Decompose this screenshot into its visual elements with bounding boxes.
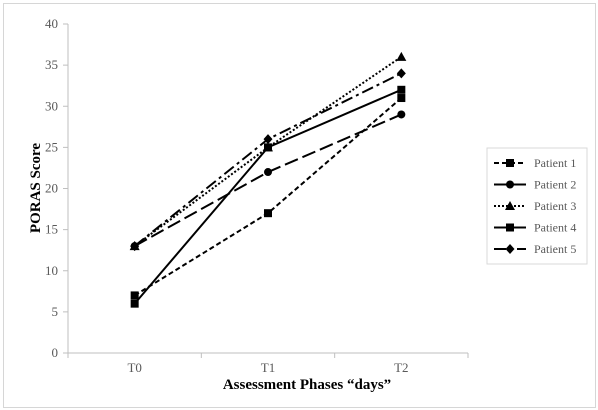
x-axis: T0 T1 T2	[67, 352, 469, 375]
y-tick-label: 25	[45, 139, 58, 154]
data-point	[264, 143, 272, 152]
legend-item: Patient 1	[494, 156, 576, 170]
data-point	[397, 85, 406, 94]
legend-label: Patient 1	[534, 156, 576, 170]
data-point	[130, 291, 139, 300]
x-tick-label: T1	[261, 360, 275, 375]
legend-marker	[505, 244, 515, 254]
y-axis: 0 5 10 15 20 25 30 35 40	[45, 16, 69, 360]
data-point	[130, 241, 140, 252]
series-4	[130, 85, 406, 308]
y-tick-label: 0	[52, 345, 59, 360]
data-point	[396, 51, 407, 61]
series-line	[133, 88, 402, 305]
legend-item: Patient 4	[494, 221, 576, 235]
y-tick-label: 10	[45, 263, 58, 278]
legend-marker	[506, 159, 514, 167]
y-tick-label: 40	[45, 16, 58, 31]
legend-label: Patient 3	[534, 199, 576, 213]
y-tick-label: 20	[45, 181, 58, 196]
data-point	[396, 68, 406, 79]
legend-marker	[505, 201, 515, 210]
y-tick-label: 35	[45, 57, 58, 72]
y-tick-label: 15	[45, 222, 58, 237]
series-line	[134, 56, 402, 247]
legend: Patient 1 Patient 2 Patient 3 Patient 4 Pati…	[486, 147, 588, 265]
legend-label: Patient 5	[534, 242, 576, 256]
legend-label: Patient 2	[534, 178, 576, 192]
data-point	[264, 168, 272, 177]
series-2	[130, 110, 406, 251]
legend-label: Patient 4	[534, 221, 576, 235]
x-tick-label: T0	[127, 360, 141, 375]
series-line	[134, 72, 402, 247]
series-line	[134, 97, 402, 297]
y-tick-label: 5	[52, 304, 59, 319]
data-point	[130, 299, 139, 308]
legend-marker	[506, 223, 514, 232]
y-tick-label: 30	[45, 98, 58, 113]
y-axis-title: PORAS Score	[28, 143, 44, 233]
data-point	[263, 134, 273, 145]
series-5	[130, 68, 406, 252]
data-point	[397, 94, 406, 103]
data-point	[264, 209, 272, 218]
legend-marker	[506, 180, 514, 189]
series-lines	[129, 51, 407, 308]
legend-item: Patient 5	[494, 242, 576, 256]
legend-item: Patient 2	[494, 178, 576, 192]
x-axis-title: Assessment Phases “days”	[223, 377, 391, 393]
series-1	[130, 94, 406, 300]
data-point	[397, 110, 406, 119]
x-tick-label: T2	[394, 360, 408, 375]
legend-item: Patient 3	[494, 199, 576, 213]
